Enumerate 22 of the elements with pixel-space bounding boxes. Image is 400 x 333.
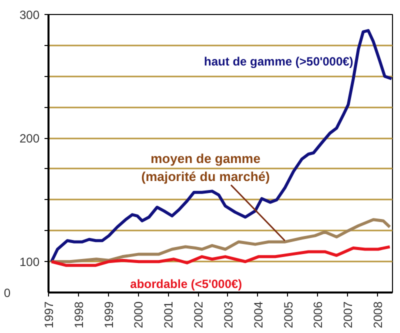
y-tick-label: 200 (19, 132, 40, 146)
line-series (50, 245, 392, 267)
text: 0 (4, 286, 11, 300)
x-tick-label: 2000 (132, 301, 146, 328)
y-tick-label: 100 (19, 255, 40, 270)
x-tick-label: 2003 (221, 301, 236, 328)
x-tick-label: 2007 (341, 301, 356, 328)
x-tick-label: 2006 (311, 301, 326, 328)
x-tick-label: 2005 (281, 301, 296, 328)
x-tick-label: 2004 (251, 301, 266, 328)
series-label: abordable (<5'000€) (130, 276, 242, 291)
y-tick-label: 300 (19, 8, 40, 22)
x-tick-label: 1997 (42, 301, 56, 328)
line-series (50, 218, 392, 264)
x-tick-label: 2008 (371, 301, 386, 328)
x-tick-label: 1998 (72, 301, 86, 328)
line-series (50, 29, 392, 264)
text: moyen de gamme (majorité du marché) (141, 151, 270, 184)
x-tick-label: 2002 (192, 301, 206, 328)
x-tick-label: 1999 (102, 301, 116, 328)
x-tick-label: 2001 (162, 301, 176, 328)
series-label: haut de gamme (>50'000€) (204, 54, 354, 68)
